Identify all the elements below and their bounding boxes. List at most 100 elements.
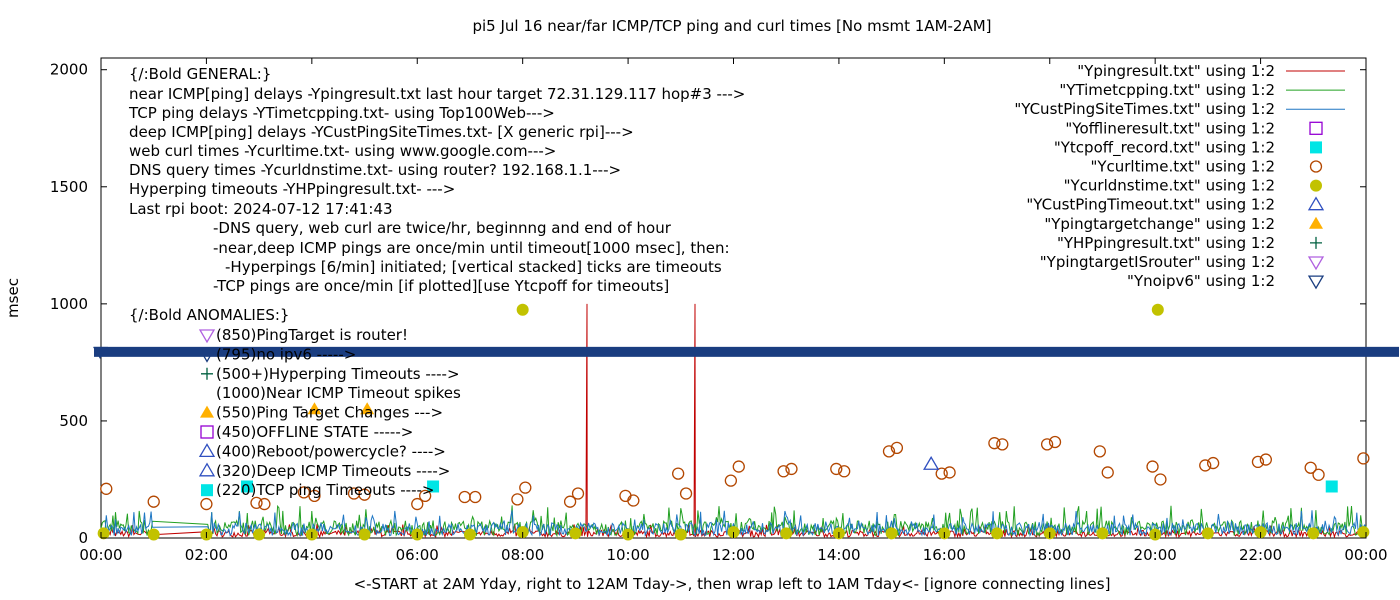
data-point [1312, 468, 1325, 481]
anomaly-label: (850)PingTarget is router! [216, 326, 408, 344]
anomaly-marker [198, 462, 216, 477]
x-tick-label: 20:00 [1134, 546, 1177, 564]
data-point [147, 495, 160, 508]
data-point [360, 402, 375, 415]
series-line [100, 303, 1367, 539]
data-point [1357, 526, 1370, 539]
y-tick-label: 500 [59, 412, 88, 430]
anomaly-label: (500+)Hyperping Timeouts ----> [216, 365, 460, 383]
legend-label: "YCustPingTimeout.txt" using 1:2 [1026, 196, 1275, 214]
data-point [935, 467, 948, 480]
legend-swatch [1309, 216, 1323, 229]
legend-label: "Ytcpoff_record.txt" using 1:2 [1054, 138, 1275, 157]
anomaly-legend: (850)PingTarget is router!(795)no ipv6 -… [198, 326, 461, 499]
legend-swatch [1307, 256, 1325, 271]
anomaly-label: (550)Ping Target Changes ---> [216, 404, 443, 422]
data-point [882, 445, 896, 458]
legend-label: "YTimetcpping.txt" using 1:2 [1059, 81, 1275, 99]
legend-swatch [1309, 160, 1323, 173]
data-point [1101, 466, 1114, 479]
data-point [419, 489, 432, 503]
data-point [411, 497, 424, 511]
data-point [732, 460, 745, 473]
anomaly-marker [198, 348, 216, 363]
anomaly-marker [201, 484, 213, 497]
x-tick-label: 00:00 [1344, 546, 1387, 564]
y-tick-label: 2000 [50, 61, 88, 79]
data-point [458, 490, 471, 504]
data-point [830, 462, 843, 476]
data-point [923, 455, 940, 470]
data-point [571, 487, 585, 500]
legend-label: "YHPpingresult.txt" using 1:2 [1057, 234, 1275, 252]
x-tick-label: 00:00 [79, 546, 122, 564]
legend-swatch [1310, 141, 1322, 154]
data-point [890, 441, 904, 455]
chart-legend: "Ypingresult.txt" using 1:2"YTimetcpping… [1014, 62, 1345, 290]
legend-label: "Ycurltime.txt" using 1:2 [1090, 158, 1275, 176]
axis-ticks: 00:00 02:00 04:00 06:00 08:00 10:00 12:00 14:00… [50, 58, 1388, 564]
x-tick-label: 14:00 [817, 546, 860, 564]
note-line: {/:Bold GENERAL:} [129, 65, 271, 83]
data-point [241, 480, 254, 493]
data-point [619, 489, 632, 503]
data-point [147, 528, 160, 541]
note-line: TCP ping delays -YTimetcpping.txt- using… [128, 104, 555, 122]
anomaly-label: (320)Deep ICMP Timeouts ----> [216, 462, 450, 480]
data-point [1259, 453, 1273, 466]
data-point [258, 497, 271, 511]
legend-swatch [1309, 121, 1323, 135]
anomaly-marker [198, 443, 216, 458]
data-point [100, 482, 113, 495]
anomaly-marker [200, 425, 214, 439]
anomaly-marker [198, 329, 216, 344]
anomaly-label: (795)no ipv6 -----> [216, 345, 356, 363]
data-point [1151, 303, 1164, 316]
data-point [253, 528, 266, 541]
note-line: -Hyperpings [6/min] initiated; [vertical… [225, 258, 722, 276]
series-line [100, 504, 1367, 538]
annotation-notes: {/:Bold GENERAL:} near ICMP[ping] delays … [128, 65, 745, 324]
legend-swatch [1310, 179, 1322, 192]
data-point [988, 437, 1001, 450]
legend-label: "YCustPingSiteTimes.txt" using 1:2 [1014, 100, 1275, 118]
data-point [627, 494, 640, 507]
data-point [1357, 452, 1370, 465]
data-point [1201, 527, 1214, 540]
data-point [1093, 445, 1106, 458]
legend-swatch [1307, 196, 1325, 211]
data-point [674, 528, 687, 541]
data-point [1251, 455, 1265, 469]
data-point [1048, 435, 1062, 449]
data-point [672, 467, 685, 480]
data-point [463, 528, 476, 541]
x-tick-label: 12:00 [712, 546, 755, 564]
note-line: {/:Bold ANOMALIES:} [129, 306, 289, 324]
data-point [1154, 473, 1167, 486]
anomaly-marker [200, 405, 214, 418]
data-point [469, 490, 482, 504]
y-tick-label: 1000 [50, 295, 88, 313]
data-point [838, 465, 851, 478]
data-point [991, 527, 1004, 540]
data-point [200, 497, 213, 511]
data-point [996, 438, 1009, 451]
data-point [308, 489, 321, 503]
data-point [780, 527, 793, 540]
data-point [511, 493, 524, 506]
data-point [885, 527, 898, 540]
x-tick-label: 10:00 [606, 546, 649, 564]
data-point [679, 487, 693, 500]
note-line: Hyperping timeouts -YHPpingresult.txt- -… [129, 180, 455, 198]
data-point [427, 480, 440, 493]
note-line: Last rpi boot: 2024-07-12 17:41:43 [129, 200, 393, 218]
data-point [1199, 459, 1212, 472]
x-tick-label: 02:00 [185, 546, 228, 564]
x-tick-label: 22:00 [1239, 546, 1282, 564]
note-line: DNS query times -Ycurldnstime.txt- using… [129, 161, 621, 179]
data-point [1304, 461, 1317, 474]
legend-label: "Ypingtargetchange" using 1:2 [1044, 215, 1275, 233]
series-layer [93, 303, 1399, 541]
data-point [1146, 460, 1159, 473]
data-point [516, 303, 529, 316]
